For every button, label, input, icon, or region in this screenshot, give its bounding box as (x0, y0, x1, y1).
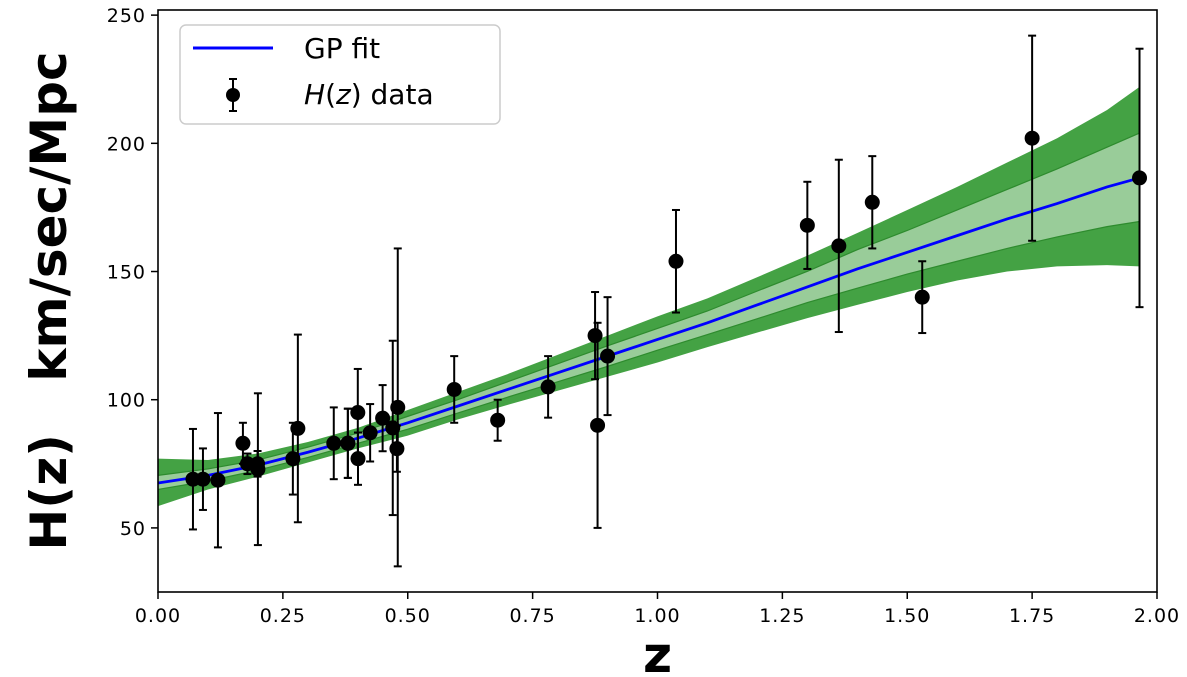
x-tick-label: 1.25 (759, 605, 805, 627)
data-marker (195, 471, 211, 487)
x-tick-label: 1.00 (634, 605, 680, 627)
legend-marker (226, 88, 240, 102)
data-point (831, 158, 847, 334)
data-marker (799, 217, 815, 233)
x-tick-label: 2.00 (1134, 605, 1180, 627)
band-1sigma-upper-edge (157, 132, 1140, 476)
data-point (195, 447, 211, 511)
legend-box (179, 24, 501, 125)
x-tick-label: 1.75 (1009, 605, 1055, 627)
data-marker (587, 328, 603, 344)
data-marker (1132, 170, 1148, 186)
data-marker (340, 435, 356, 451)
data-marker (831, 238, 847, 254)
data-point (540, 355, 556, 419)
data-point (600, 296, 616, 417)
data-marker (390, 399, 406, 415)
data-point (914, 260, 930, 335)
y-tick-label: 150 (107, 262, 146, 284)
data-marker (290, 420, 306, 436)
y-tick-label: 50 (120, 518, 146, 540)
data-marker (668, 253, 684, 269)
data-point (362, 403, 378, 463)
data-marker (1024, 130, 1040, 146)
data-point (375, 384, 391, 453)
x-axis: 0.00 0.25 0.50 0.75 1.00 1.25 1.50 1.75 2.00 (135, 592, 1180, 627)
data-point (446, 355, 462, 424)
data-marker (326, 435, 342, 451)
y-axis-title: H(z) km/sec/Mpc (20, 51, 78, 550)
band-1sigma-lower-edge (157, 220, 1140, 491)
data-marker (600, 348, 616, 364)
data-marker (590, 417, 606, 433)
data-point (864, 155, 880, 250)
data-point (326, 406, 342, 481)
y-axis: 50 100 150 200 250 (107, 5, 158, 540)
data-point (210, 412, 226, 549)
legend-label-hz-data: H(z) data (304, 78, 434, 111)
x-tick-label: 0.50 (385, 605, 431, 627)
band-2sigma (158, 86, 1140, 507)
data-point (390, 247, 406, 568)
data-marker (446, 381, 462, 397)
legend: GP fit H(z) data (179, 24, 501, 125)
data-marker (350, 405, 366, 421)
data-point (590, 321, 606, 529)
data-point (490, 398, 506, 442)
x-tick-label: 0.75 (509, 605, 555, 627)
x-axis-title: z (643, 626, 672, 677)
data-marker (210, 472, 226, 488)
data-marker (375, 410, 391, 426)
data-marker (490, 412, 506, 428)
data-point (350, 431, 366, 486)
data-point (668, 208, 684, 314)
plot-area (157, 34, 1148, 568)
data-marker (914, 289, 930, 305)
data-point (340, 407, 356, 479)
data-marker (350, 451, 366, 467)
data-marker (864, 194, 880, 210)
data-point (290, 333, 306, 524)
data-point (799, 180, 815, 270)
y-tick-label: 250 (107, 5, 146, 27)
data-marker (285, 451, 301, 467)
data-marker (250, 461, 266, 477)
x-tick-label: 0.00 (135, 605, 181, 627)
y-tick-label: 100 (107, 390, 146, 412)
data-point (1132, 47, 1148, 309)
x-tick-label: 1.50 (884, 605, 930, 627)
data-marker (362, 425, 378, 441)
gp-fit-line (157, 176, 1140, 485)
data-point (1024, 34, 1040, 242)
data-marker (540, 379, 556, 395)
legend-label-gp-fit: GP fit (304, 32, 380, 65)
x-tick-label: 0.25 (260, 605, 306, 627)
y-tick-label: 200 (107, 133, 146, 155)
data-point (250, 392, 266, 547)
data-marker (235, 435, 251, 451)
